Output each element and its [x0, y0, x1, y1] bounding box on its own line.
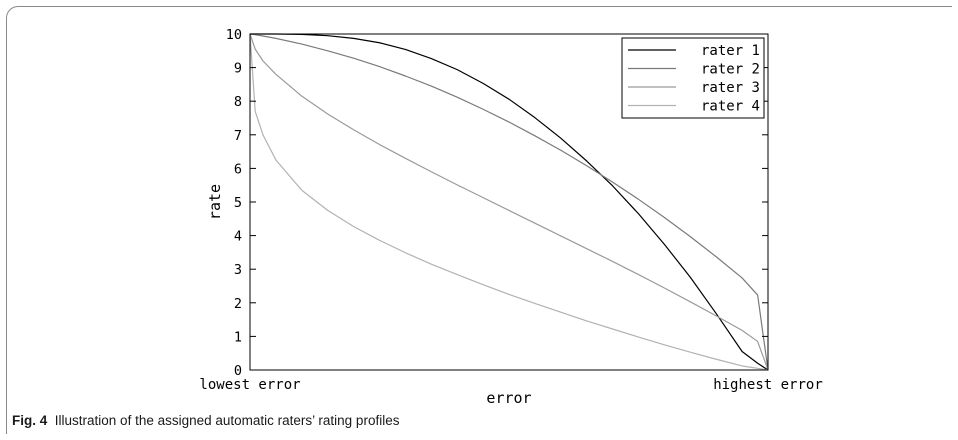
y-tick-label: 8 [234, 94, 242, 110]
legend-label: rater 2 [701, 62, 760, 78]
y-tick-label: 7 [234, 128, 242, 144]
caption-text: Illustration of the assigned automatic r… [54, 413, 400, 428]
y-axis-label: rate [206, 184, 224, 220]
y-tick-label: 1 [234, 329, 242, 345]
y-tick-label: 9 [234, 61, 242, 77]
y-tick-label: 6 [234, 161, 242, 177]
legend: rater 1 rater 2 rater 3 rater 4 [621, 37, 765, 119]
series-line-3 [249, 33, 769, 371]
x-axis-label: error [486, 389, 531, 407]
y-tick-label: 4 [234, 229, 242, 245]
figure-frame [6, 6, 952, 434]
legend-label: rater 1 [701, 43, 760, 59]
x-tick-label: highest error [713, 377, 823, 393]
y-tick-label: 0 [234, 363, 242, 379]
legend-box [621, 37, 765, 119]
y-tick-label: 5 [234, 195, 242, 211]
legend-label: rater 4 [701, 99, 760, 115]
y-axis-ticks: 0 1 2 3 4 5 6 7 8 9 10 [226, 27, 768, 379]
y-tick-label: 2 [234, 296, 242, 312]
series-line-4 [249, 33, 769, 371]
x-axis-ticks: lowest error highest error [199, 364, 823, 393]
series-line-2 [249, 33, 769, 371]
y-tick-label: 10 [226, 27, 242, 43]
figure-caption: Fig. 4 Illustration of the assigned auto… [12, 413, 942, 428]
caption-label: Fig. 4 [12, 413, 48, 428]
x-tick-label: lowest error [199, 377, 300, 393]
y-tick-label: 3 [234, 262, 242, 278]
legend-label: rater 3 [701, 80, 760, 96]
